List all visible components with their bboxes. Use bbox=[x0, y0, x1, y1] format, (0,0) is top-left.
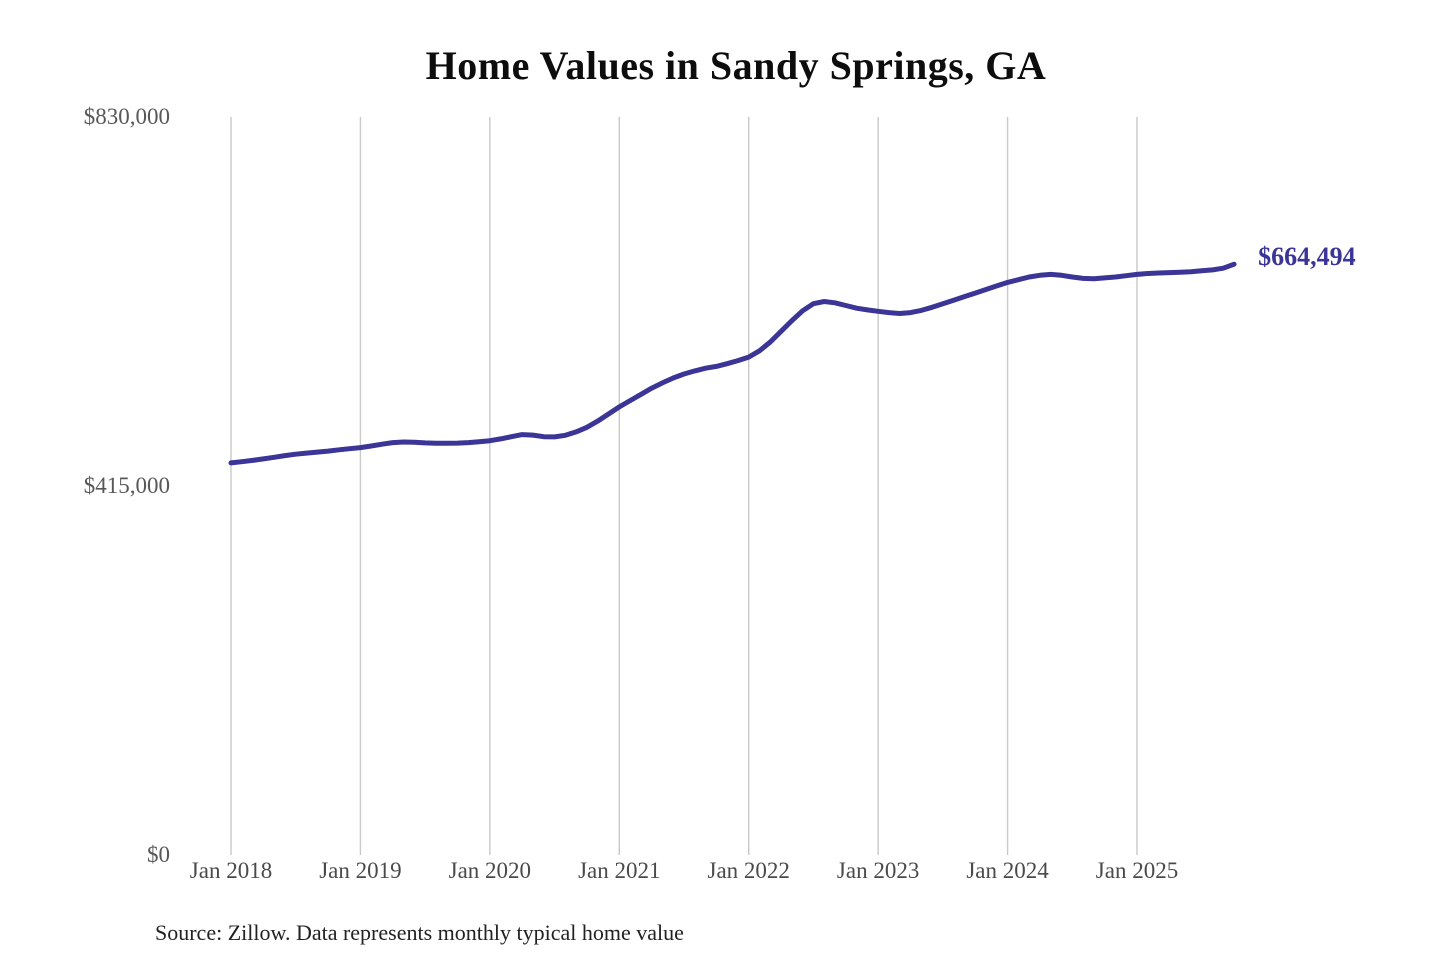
x-axis-tick-label: Jan 2025 bbox=[1095, 858, 1179, 883]
y-axis-tick-label: $0 bbox=[147, 842, 170, 867]
x-axis-tick-label: Jan 2023 bbox=[836, 858, 920, 883]
x-axis-tick-label: Jan 2018 bbox=[189, 858, 273, 883]
y-axis-tick-label: $415,000 bbox=[83, 473, 170, 498]
y-axis-tick-label: $830,000 bbox=[83, 104, 170, 129]
chart-title: Home Values in Sandy Springs, GA bbox=[425, 43, 1047, 88]
final-value-label: $664,494 bbox=[1258, 242, 1356, 272]
x-axis-tick-label: Jan 2022 bbox=[707, 858, 790, 883]
x-axis-tick-label: Jan 2024 bbox=[966, 858, 1049, 883]
home-value-line bbox=[228, 261, 1237, 466]
source-note: Source: Zillow. Data represents monthly … bbox=[155, 920, 684, 945]
x-axis-tick-label: Jan 2020 bbox=[448, 858, 532, 883]
x-axis-tick-label: Jan 2021 bbox=[578, 858, 661, 883]
x-axis-tick-label: Jan 2019 bbox=[319, 858, 402, 883]
